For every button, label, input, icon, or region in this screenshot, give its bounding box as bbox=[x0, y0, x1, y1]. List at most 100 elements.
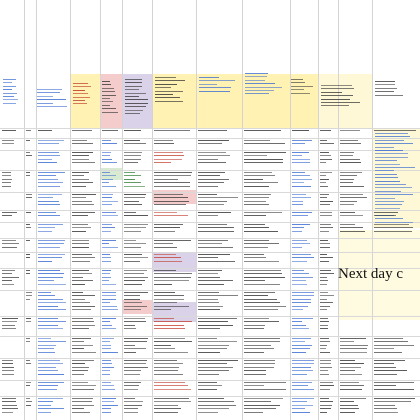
body-cell[interactable] bbox=[101, 193, 121, 209]
column-header-cell[interactable] bbox=[197, 129, 241, 137]
body-cell[interactable] bbox=[291, 359, 317, 379]
body-cell[interactable] bbox=[123, 139, 151, 149]
body-cell[interactable] bbox=[243, 239, 289, 251]
body-cell[interactable] bbox=[291, 337, 317, 357]
body-cell[interactable] bbox=[153, 291, 195, 315]
body-cell[interactable] bbox=[25, 151, 35, 169]
body-cell[interactable] bbox=[1, 397, 23, 419]
body-cell[interactable] bbox=[197, 337, 241, 357]
body-cell[interactable] bbox=[197, 211, 241, 221]
body-cell[interactable] bbox=[197, 151, 241, 169]
body-cell[interactable] bbox=[291, 397, 317, 419]
body-cell[interactable] bbox=[101, 253, 121, 267]
body-cell[interactable] bbox=[339, 359, 371, 379]
body-cell[interactable] bbox=[37, 359, 69, 379]
body-cell[interactable] bbox=[373, 397, 419, 419]
body-cell[interactable] bbox=[1, 359, 23, 379]
body-cell[interactable] bbox=[319, 359, 337, 379]
body-cell[interactable] bbox=[243, 381, 289, 395]
body-cell[interactable] bbox=[339, 171, 371, 191]
body-cell[interactable] bbox=[1, 239, 23, 251]
body-cell[interactable] bbox=[153, 171, 195, 191]
body-cell[interactable] bbox=[319, 253, 337, 267]
body-cell[interactable] bbox=[319, 337, 337, 357]
body-cell[interactable] bbox=[243, 359, 289, 379]
header-note-col8[interactable] bbox=[198, 76, 240, 104]
column-header-cell[interactable] bbox=[25, 129, 35, 137]
column-header-cell[interactable] bbox=[101, 129, 121, 137]
body-cell[interactable] bbox=[197, 223, 241, 237]
header-note-col5[interactable] bbox=[101, 80, 121, 120]
body-cell[interactable] bbox=[123, 223, 151, 237]
body-cell[interactable] bbox=[71, 223, 99, 237]
column-header-cell[interactable] bbox=[123, 129, 151, 137]
header-note-col12[interactable] bbox=[374, 80, 418, 104]
body-cell[interactable] bbox=[101, 317, 121, 335]
body-cell[interactable] bbox=[243, 253, 289, 267]
body-cell[interactable] bbox=[291, 139, 317, 149]
body-cell[interactable] bbox=[37, 269, 69, 289]
body-cell[interactable] bbox=[101, 337, 121, 357]
body-cell[interactable] bbox=[243, 211, 289, 221]
body-cell[interactable] bbox=[339, 223, 371, 237]
body-cell[interactable] bbox=[37, 171, 69, 191]
body-cell[interactable] bbox=[71, 269, 99, 289]
column-header-cell[interactable] bbox=[71, 129, 99, 137]
body-cell[interactable] bbox=[373, 359, 419, 379]
body-cell[interactable] bbox=[153, 239, 195, 251]
body-cell[interactable] bbox=[1, 171, 23, 191]
body-cell[interactable] bbox=[319, 171, 337, 191]
body-cell[interactable] bbox=[123, 397, 151, 419]
body-cell[interactable] bbox=[319, 291, 337, 315]
body-cell[interactable] bbox=[25, 253, 35, 267]
body-cell[interactable] bbox=[197, 253, 241, 267]
body-cell[interactable] bbox=[291, 171, 317, 191]
body-cell[interactable] bbox=[319, 211, 337, 221]
body-cell[interactable] bbox=[197, 269, 241, 289]
body-cell[interactable] bbox=[123, 239, 151, 251]
body-cell[interactable] bbox=[243, 337, 289, 357]
body-cell[interactable] bbox=[153, 317, 195, 335]
body-cell[interactable] bbox=[123, 193, 151, 209]
body-cell[interactable] bbox=[123, 291, 151, 315]
column-header-cell[interactable] bbox=[1, 129, 23, 137]
body-cell[interactable] bbox=[319, 151, 337, 169]
header-note-col11[interactable] bbox=[320, 84, 370, 114]
body-cell[interactable] bbox=[71, 337, 99, 357]
body-cell[interactable] bbox=[101, 381, 121, 395]
body-cell[interactable] bbox=[71, 291, 99, 315]
body-cell[interactable] bbox=[37, 291, 69, 315]
body-cell[interactable] bbox=[243, 269, 289, 289]
body-cell[interactable] bbox=[153, 359, 195, 379]
body-cell[interactable] bbox=[25, 269, 35, 289]
body-cell[interactable] bbox=[1, 139, 23, 149]
column-header-cell[interactable] bbox=[373, 129, 419, 137]
body-cell[interactable] bbox=[339, 193, 371, 209]
body-cell[interactable] bbox=[291, 317, 317, 335]
body-cell[interactable] bbox=[197, 381, 241, 395]
body-cell[interactable] bbox=[71, 139, 99, 149]
body-cell[interactable] bbox=[25, 317, 35, 335]
body-cell[interactable] bbox=[291, 291, 317, 315]
body-cell[interactable] bbox=[243, 291, 289, 315]
body-cell[interactable] bbox=[339, 337, 371, 357]
body-cell[interactable] bbox=[339, 211, 371, 221]
body-cell[interactable] bbox=[243, 193, 289, 209]
body-cell[interactable] bbox=[339, 139, 371, 149]
header-note-col7[interactable] bbox=[154, 76, 194, 110]
header-note-col4[interactable] bbox=[72, 82, 98, 110]
body-cell[interactable] bbox=[37, 397, 69, 419]
header-note-col10[interactable] bbox=[290, 78, 318, 102]
body-cell[interactable] bbox=[101, 151, 121, 169]
body-cell[interactable] bbox=[153, 223, 195, 237]
column-header-cell[interactable] bbox=[153, 129, 195, 137]
body-cell[interactable] bbox=[25, 171, 35, 191]
top-left-note[interactable] bbox=[2, 78, 24, 114]
body-cell[interactable] bbox=[243, 397, 289, 419]
body-cell[interactable] bbox=[25, 397, 35, 419]
body-cell[interactable] bbox=[243, 223, 289, 237]
body-cell[interactable] bbox=[25, 359, 35, 379]
body-cell[interactable] bbox=[37, 193, 69, 209]
body-cell[interactable] bbox=[101, 139, 121, 149]
body-cell[interactable] bbox=[243, 151, 289, 169]
